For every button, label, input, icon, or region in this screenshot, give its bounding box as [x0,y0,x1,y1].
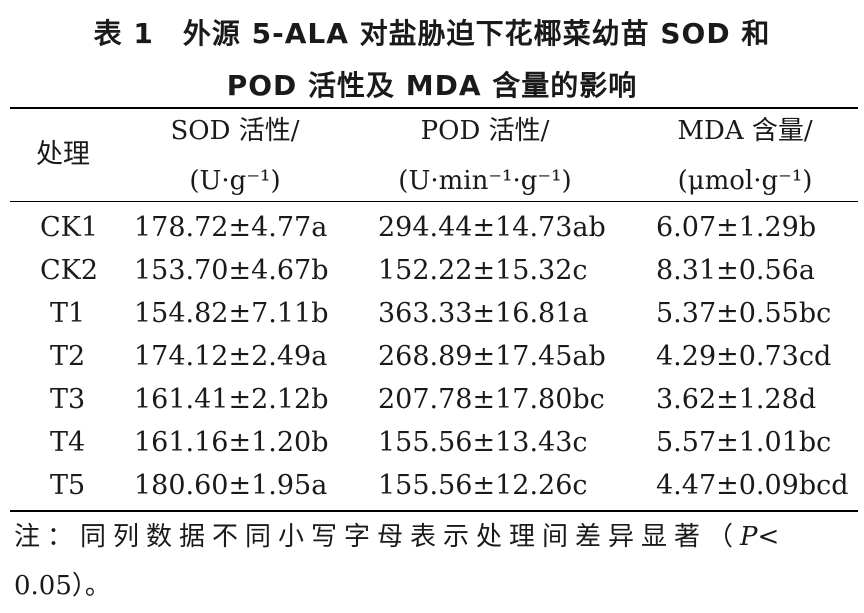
cell-treatment: CK1 [40,212,99,243]
cell-mda: 5.37±0.55bc [656,298,832,329]
cell-treatment: T2 [50,341,86,372]
cell-mda: 4.29±0.73cd [656,341,832,372]
header-sod-name: SOD 活性/ [170,116,300,146]
cell-sod: 180.60±1.95a [134,470,328,501]
cell-treatment: T3 [50,384,86,415]
header-pod-name: POD 活性/ [420,116,550,146]
table-header-rule [10,201,858,202]
cell-sod: 153.70±4.67b [134,255,329,286]
cell-pod: 294.44±14.73ab [378,212,606,243]
header-mda-unit: (μmol·g⁻¹) [677,166,813,196]
header-mda-name: MDA 含量/ [677,116,813,146]
cell-pod: 155.56±13.43c [378,427,588,458]
cell-treatment: T1 [50,298,86,329]
cell-sod: 161.41±2.12b [134,384,329,415]
table-footnote-line-1: 注：同列数据不同小写字母表示处理间差异显著（P< [14,524,779,550]
table-title-line-1: 表 1 外源 5-ALA 对盐胁迫下花椰菜幼苗 SOD 和 [93,17,771,50]
cell-mda: 4.47±0.09bcd [656,470,849,501]
cell-pod: 268.89±17.45ab [378,341,606,372]
header-sod-unit: (U·g⁻¹) [189,166,281,196]
cell-treatment: T4 [50,427,86,458]
table-footnote-line-2: 0.05）。 [14,571,111,601]
cell-sod: 161.16±1.20b [134,427,329,458]
cell-mda: 5.57±1.01bc [656,427,832,458]
cell-mda: 8.31±0.56a [656,255,815,286]
cell-pod: 363.33±16.81a [378,298,589,329]
table-bottom-rule [10,510,858,512]
cell-sod: 178.72±4.77a [134,212,328,243]
cell-pod: 155.56±12.26c [378,470,588,501]
header-treatment: 处理 [36,139,90,170]
cell-mda: 6.07±1.29b [656,212,817,243]
header-pod-unit: (U·min⁻¹·g⁻¹) [398,166,572,196]
footnote-less-than: < [757,522,780,552]
cell-treatment: CK2 [40,255,99,286]
footnote-text: 注：同列数据不同小写字母表示处理间差异显著（ [14,522,741,552]
table-top-rule [10,107,858,109]
cell-treatment: T5 [50,470,86,501]
footnote-p-symbol: P [740,522,758,552]
table-title-line-2: POD 活性及 MDA 含量的影响 [226,69,638,102]
cell-pod: 152.22±15.32c [378,255,588,286]
cell-sod: 154.82±7.11b [134,298,329,329]
cell-pod: 207.78±17.80bc [378,384,605,415]
cell-sod: 174.12±2.49a [134,341,328,372]
cell-mda: 3.62±1.28d [656,384,817,415]
